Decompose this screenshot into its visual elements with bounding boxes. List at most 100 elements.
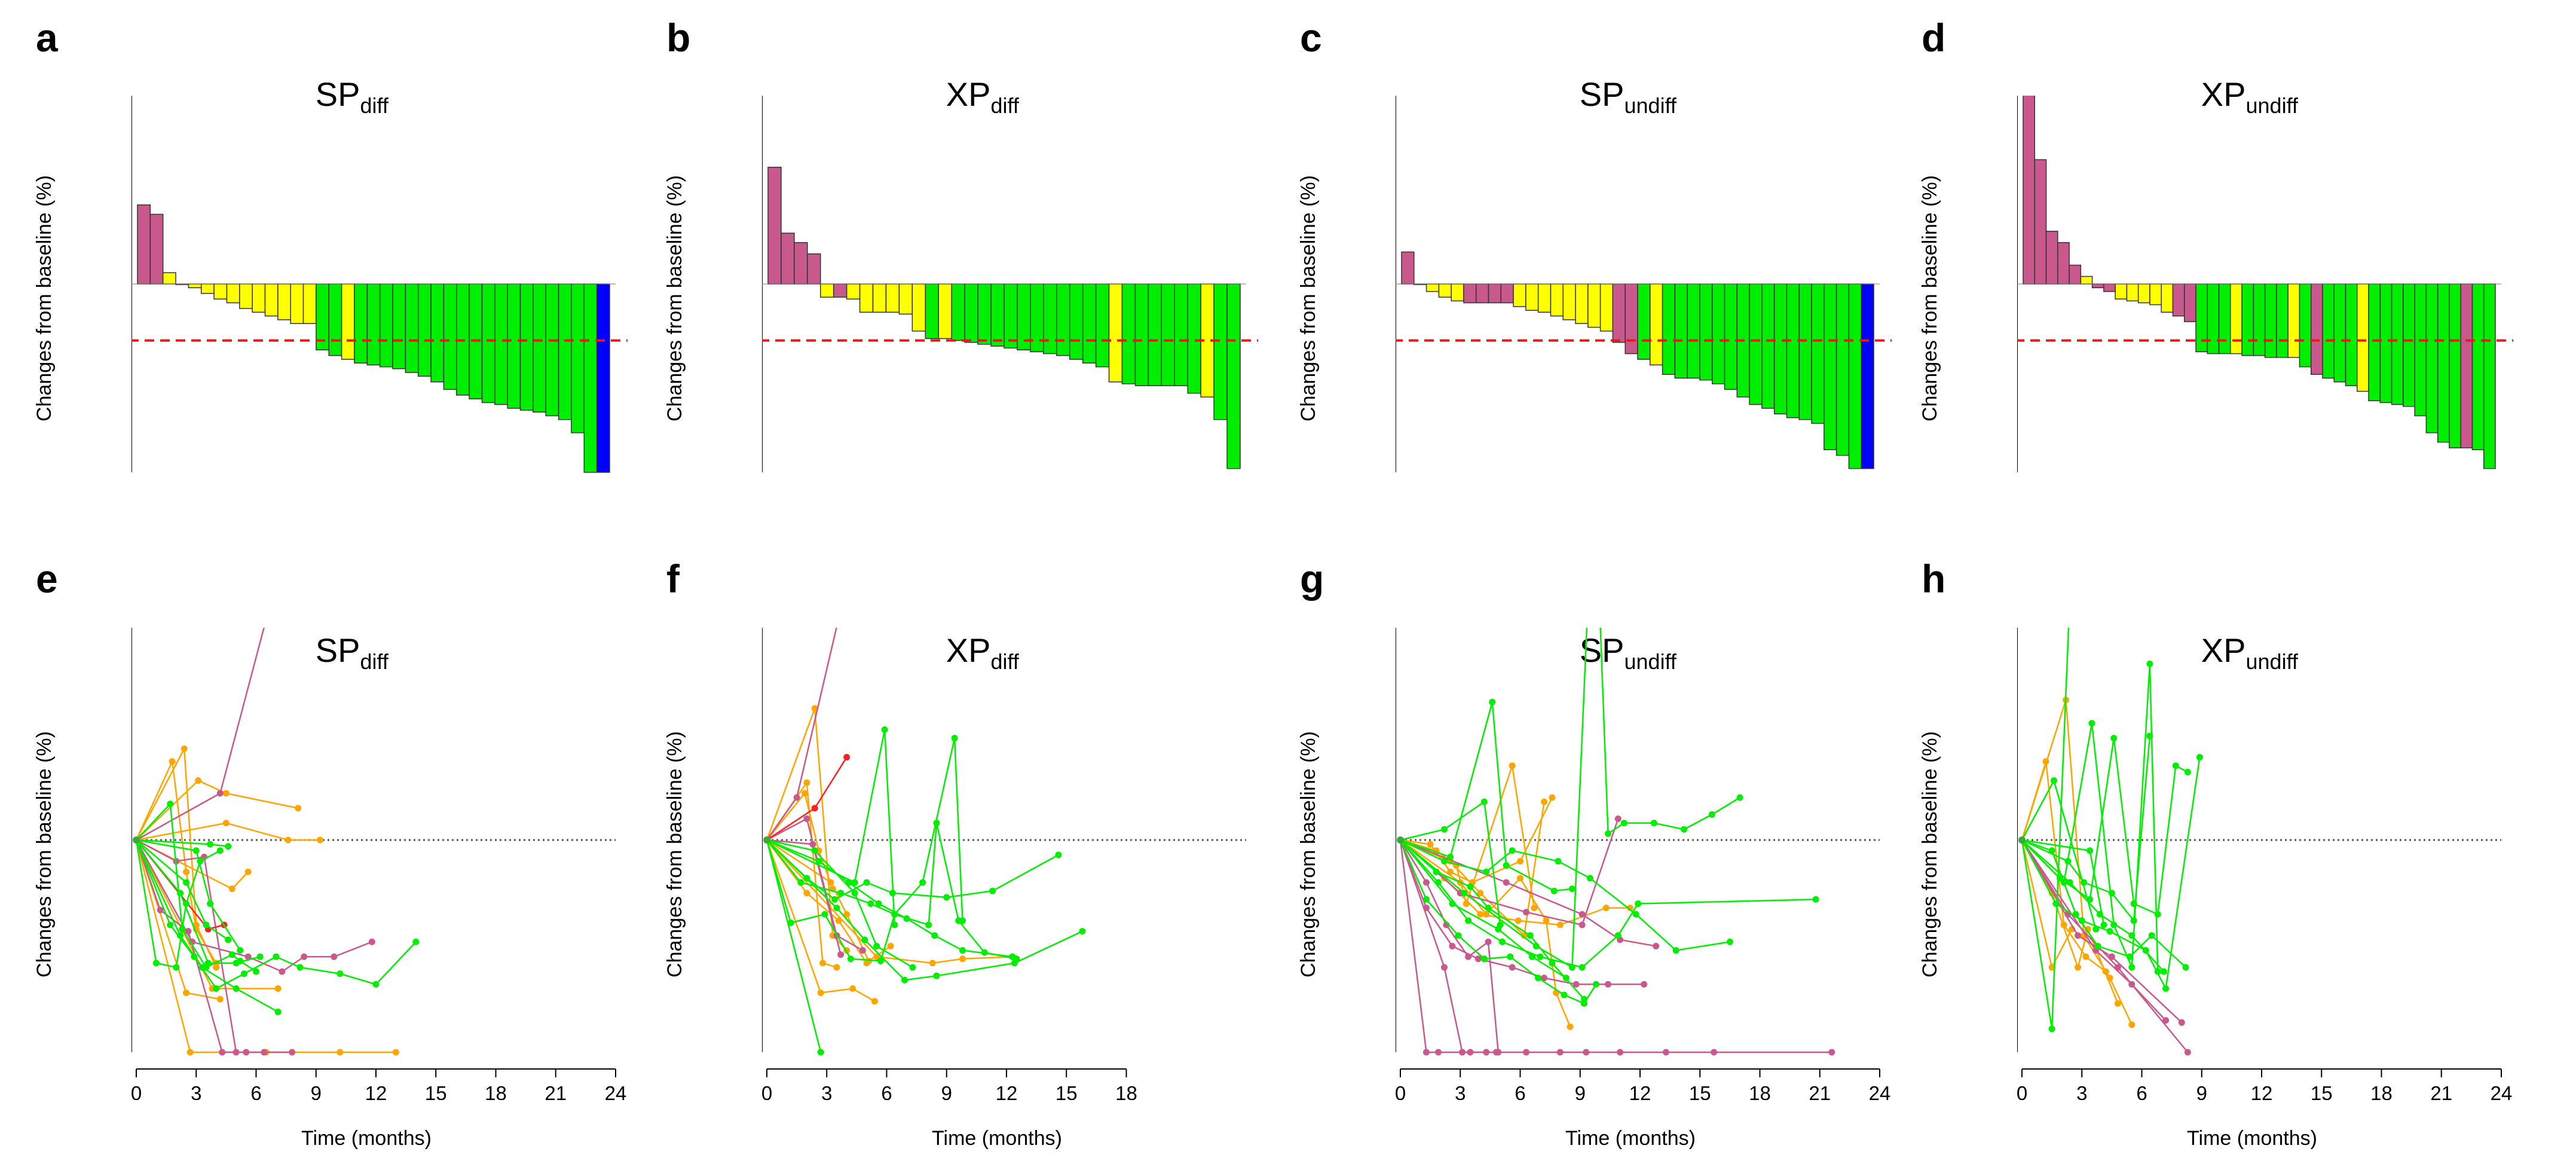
bar (2414, 283, 2427, 417)
data-point (289, 1049, 296, 1056)
bar (1148, 283, 1162, 386)
data-point (2196, 754, 2203, 761)
bar (1749, 283, 1763, 405)
bar (938, 283, 952, 340)
data-point (933, 972, 940, 979)
bar (1069, 283, 1084, 360)
panel-title-sub: undiff (2245, 649, 2298, 674)
data-point (2088, 720, 2095, 727)
bar (2460, 283, 2473, 448)
bar (2253, 283, 2266, 356)
series-group (1399, 628, 1835, 1056)
data-point (186, 1049, 194, 1056)
data-point (2052, 900, 2060, 907)
data-point (1480, 798, 1488, 805)
panel-letter: e (36, 557, 58, 601)
series-line (766, 708, 848, 951)
bar (2299, 283, 2312, 368)
series-line (136, 628, 265, 841)
series-line (2021, 628, 2070, 1030)
data-point (1447, 853, 1454, 860)
data-point (336, 1049, 344, 1056)
data-point (232, 985, 240, 992)
x-tick-label: 9 (311, 1082, 322, 1100)
data-point (847, 955, 854, 963)
panel-letter: f (666, 557, 680, 601)
series-group (766, 628, 1086, 1056)
data-point (843, 754, 850, 761)
data-point (1555, 858, 1562, 865)
data-point (192, 921, 200, 928)
panel-title: XPdiff (946, 634, 1019, 673)
data-point (2084, 925, 2091, 933)
bar (2115, 283, 2128, 300)
bar (911, 283, 926, 332)
data-point (2081, 879, 2088, 886)
panel-title: XPdiff (946, 78, 1019, 117)
bar (885, 283, 900, 313)
data-point (2130, 900, 2137, 907)
bar (405, 283, 419, 373)
panel-title-sub: diff (360, 93, 388, 118)
series-line (766, 738, 963, 921)
data-point (815, 858, 822, 865)
bar (2287, 283, 2300, 358)
bar (1550, 283, 1564, 317)
data-point (951, 735, 958, 742)
bar (2333, 283, 2346, 383)
data-point (2082, 953, 2089, 960)
data-point (833, 964, 840, 971)
data-point (183, 879, 190, 886)
chart-svg: 100806040200-20-40-60-80-100 (2017, 96, 2513, 472)
x-tick-label: 0 (131, 1082, 142, 1100)
bar (328, 283, 342, 356)
bar (2172, 283, 2185, 317)
series-line (766, 839, 868, 964)
data-point (1605, 980, 1612, 988)
bar (1786, 283, 1800, 419)
bar (583, 283, 598, 473)
data-point (296, 964, 304, 971)
data-point (793, 794, 800, 801)
data-point (1583, 1049, 1590, 1056)
data-point (1465, 953, 1472, 960)
y-axis-label: Changes from baseline (%) (663, 731, 686, 978)
data-point (1568, 964, 1575, 971)
data-point (2092, 925, 2100, 933)
data-point (240, 970, 247, 978)
data-point (819, 960, 827, 967)
data-point (909, 964, 916, 971)
data-point (2172, 762, 2179, 769)
data-point (1483, 911, 1490, 918)
series-line (2021, 839, 2189, 1053)
data-point (1641, 980, 1648, 988)
data-point (2162, 1017, 2170, 1024)
bar (1861, 283, 1874, 469)
data-point (222, 820, 230, 827)
data-point (2048, 964, 2055, 971)
bar (1463, 283, 1477, 304)
x-tick-label: 9 (1575, 1082, 1586, 1100)
bar (2264, 283, 2277, 358)
data-point (803, 815, 810, 822)
data-point (1009, 953, 1016, 960)
data-point (1620, 820, 1627, 827)
bar (2322, 283, 2335, 379)
bar (1724, 283, 1738, 390)
data-point (1422, 879, 1430, 886)
series-group (2021, 628, 2203, 1056)
data-point (821, 911, 828, 918)
data-point (2128, 1021, 2136, 1028)
bar (1687, 283, 1700, 379)
bar (443, 283, 457, 390)
data-point (179, 925, 186, 933)
data-point (831, 896, 839, 903)
bar (252, 283, 266, 313)
series-line (135, 839, 292, 1053)
panel-title: XPundiff (2201, 634, 2298, 673)
panel-title-sub: diff (360, 649, 388, 674)
x-tick-label: 18 (485, 1082, 507, 1100)
data-point (931, 932, 938, 939)
data-point (933, 820, 940, 827)
data-point (1459, 1049, 1466, 1056)
